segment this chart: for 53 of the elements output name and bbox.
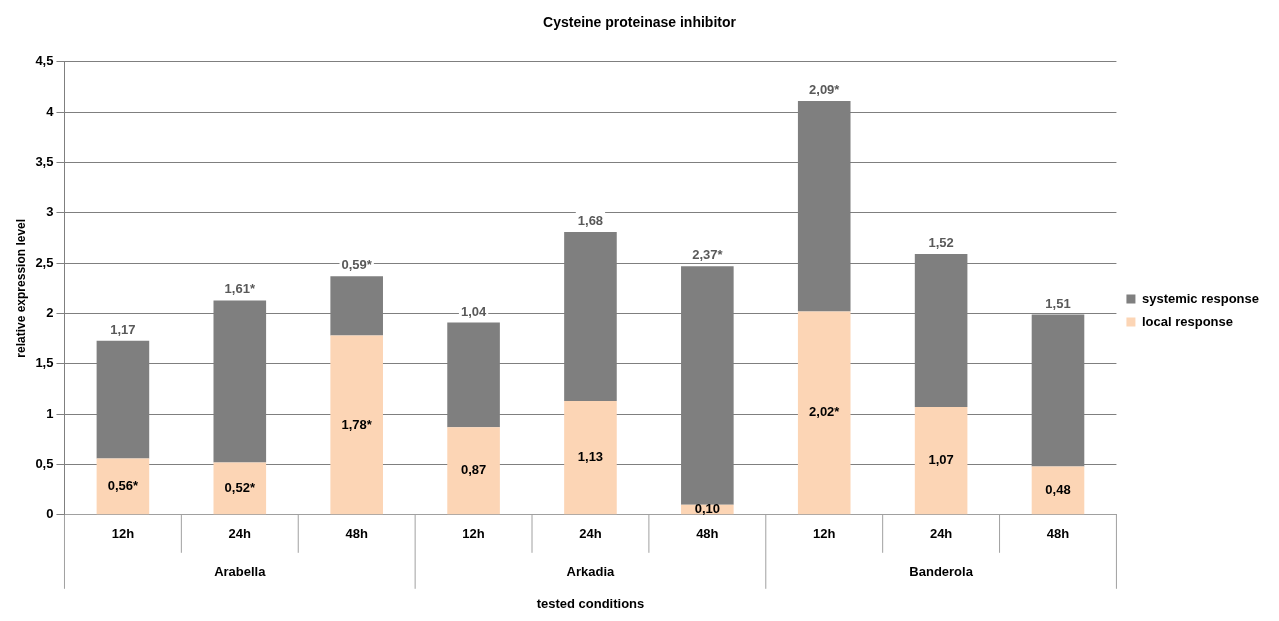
bar [447, 427, 500, 515]
data-label: 0,56* [107, 477, 140, 493]
text: Banderola [909, 564, 974, 580]
legend-label: systemic response [1141, 290, 1260, 306]
x-tick-label: 24h [579, 526, 602, 542]
data-label: 1,17 [110, 321, 136, 337]
text: Arabella [214, 564, 267, 580]
y-tick-label: 2 [46, 305, 54, 321]
bar [96, 458, 150, 515]
x-tick-label: 12h [111, 526, 135, 542]
data-label: 0,59* [341, 257, 373, 273]
legend-label: local response [1141, 313, 1233, 329]
x-tick-label: 24h [929, 526, 953, 542]
data-label: 0,87 [460, 462, 487, 478]
data-label: 1,78* [341, 416, 373, 432]
y-axis-title: relative expression level [13, 218, 28, 358]
bar [914, 407, 968, 515]
y-tick-label: 1,5 [35, 355, 54, 371]
x-tick-label: 12h [813, 526, 836, 542]
data-label: 2,02* [809, 404, 841, 420]
y-tick-label: 4,5 [35, 53, 54, 69]
data-label: 1,13 [577, 449, 604, 465]
bar [330, 335, 383, 515]
text: Arkadia [566, 564, 616, 580]
data-label: 2,09* [809, 82, 841, 98]
x-tick-label: 24h [228, 526, 252, 542]
data-label: 1,07 [928, 452, 954, 468]
data-label: 0,48 [1045, 481, 1071, 497]
y-tick-label: 3,5 [35, 154, 54, 170]
x-tick-label: 48h [696, 526, 719, 542]
bar [797, 311, 851, 515]
data-label: 2,37* [692, 247, 724, 263]
bar [213, 462, 267, 515]
y-tick-label: 0,5 [35, 456, 54, 472]
data-label: 1,51 [1045, 295, 1071, 311]
chart-title: Cysteine proteinase inhibitor [543, 14, 737, 31]
bar [564, 401, 617, 515]
y-tick-label: 0 [46, 506, 54, 522]
y-tick-label: 3 [46, 204, 54, 220]
x-axis-title: tested conditions [536, 595, 645, 611]
data-label: 1,68 [577, 213, 604, 228]
y-tick-label: 2,5 [35, 254, 54, 270]
y-tick-label: 1 [46, 405, 54, 421]
bar [1031, 466, 1085, 515]
data-label: 0,10 [694, 501, 720, 517]
x-tick-label: 12h [462, 526, 485, 542]
data-label: 1,61* [224, 281, 256, 297]
x-tick-label: 48h [1046, 526, 1070, 542]
data-label: 1,52 [928, 235, 954, 251]
x-tick-label: 48h [345, 526, 368, 542]
data-label: 1,04 [460, 303, 487, 319]
data-label: 0,52* [224, 479, 256, 495]
y-tick-label: 4 [46, 103, 55, 119]
